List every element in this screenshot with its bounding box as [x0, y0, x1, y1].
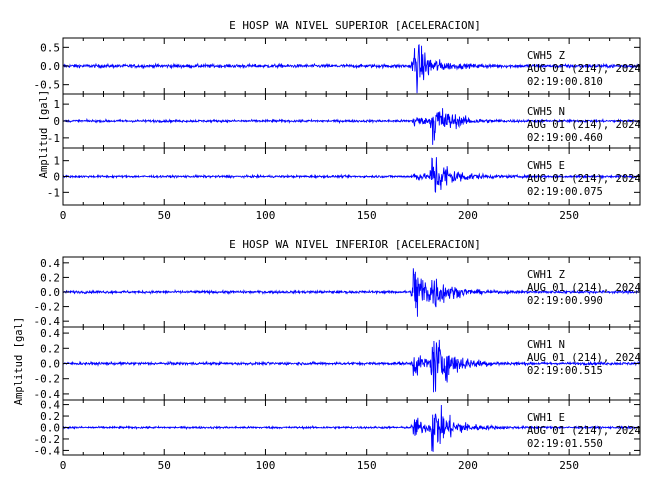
x-tick-label: 100 [256, 209, 276, 222]
y-tick-label: 1 [53, 155, 60, 168]
y-tick-label: 0.4 [40, 399, 60, 412]
date-label: AUG 01 (214), 2024 [527, 63, 641, 75]
seismic-trace [62, 44, 641, 94]
time-label: 02:19:00.075 [527, 186, 603, 198]
station-label: CWH5 N [527, 106, 565, 118]
chart-title: E HOSP WA NIVEL SUPERIOR [ACELERACION] [229, 19, 481, 32]
y-tick-label: 0.2 [40, 410, 60, 423]
y-tick-label: -0.4 [34, 388, 61, 401]
x-tick-label: 250 [559, 209, 579, 222]
station-label: CWH1 E [527, 412, 565, 424]
x-tick-label: 200 [458, 209, 478, 222]
y-tick-label: 0.0 [40, 60, 60, 73]
chart-nivel-inferior: E HOSP WA NIVEL INFERIOR [ACELERACION] A… [13, 238, 641, 472]
date-label: AUG 01 (214), 2024 [527, 173, 641, 185]
chart-nivel-superior: E HOSP WA NIVEL SUPERIOR [ACELERACION] A… [34, 19, 641, 222]
y-tick-label: 0.2 [40, 271, 60, 284]
x-tick-label: 150 [357, 209, 377, 222]
y-axis-label: Amplitud [gal] [38, 90, 50, 179]
seismic-trace [62, 157, 641, 194]
y-tick-label: -0.5 [34, 79, 61, 92]
time-label: 02:19:00.515 [527, 365, 603, 377]
seismic-trace [62, 339, 641, 393]
y-tick-label: -0.4 [34, 315, 61, 328]
station-label: CWH5 E [527, 160, 565, 172]
x-tick-label: 150 [357, 459, 377, 472]
y-tick-label: 1 [53, 98, 60, 111]
station-label: CWH5 Z [527, 50, 565, 62]
y-tick-label: -0.2 [34, 373, 61, 386]
seismic-trace [62, 268, 641, 317]
y-tick-label: -1 [47, 132, 60, 145]
time-label: 02:19:00.460 [527, 132, 603, 144]
x-tick-label: 0 [60, 459, 67, 472]
station-label: CWH1 Z [527, 269, 565, 281]
seismic-trace [62, 404, 641, 452]
time-label: 02:19:00.810 [527, 76, 603, 88]
y-tick-label: 0.0 [40, 286, 60, 299]
y-tick-label: 0.2 [40, 342, 60, 355]
date-label: AUG 01 (214), 2024 [527, 425, 641, 437]
y-tick-label: 0 [53, 115, 60, 128]
y-tick-label: -0.2 [34, 301, 61, 314]
chart-title: E HOSP WA NIVEL INFERIOR [ACELERACION] [229, 238, 481, 251]
x-tick-label: 200 [458, 459, 478, 472]
x-tick-label: 100 [256, 459, 276, 472]
x-axis-tick-labels: 0 50 100 150 200 250 [60, 459, 579, 472]
date-label: AUG 01 (214), 2024 [527, 282, 641, 294]
y-tick-label: -0.2 [34, 433, 61, 446]
y-tick-label: 0 [53, 171, 60, 184]
time-label: 02:19:00.990 [527, 295, 603, 307]
y-tick-label: -0.4 [34, 444, 61, 457]
y-tick-label: -1 [47, 186, 60, 199]
x-tick-label: 250 [559, 459, 579, 472]
y-tick-label: 0.5 [40, 41, 60, 54]
y-tick-label: 0.0 [40, 358, 60, 371]
station-label: CWH1 N [527, 339, 565, 351]
x-axis-tick-labels: 0 50 100 150 200 250 [60, 209, 579, 222]
x-tick-label: 50 [158, 459, 171, 472]
y-tick-label: 0.4 [40, 327, 60, 340]
time-label: 02:19:01.550 [527, 438, 603, 450]
date-label: AUG 01 (214), 2024 [527, 352, 641, 364]
x-tick-label: 50 [158, 209, 171, 222]
y-tick-label: 0.0 [40, 422, 60, 435]
y-axis-label: Amplitud [gal] [13, 317, 25, 406]
date-label: AUG 01 (214), 2024 [527, 119, 641, 131]
x-tick-label: 0 [60, 209, 67, 222]
seismic-trace [62, 108, 641, 145]
y-tick-label: 0.4 [40, 257, 60, 270]
